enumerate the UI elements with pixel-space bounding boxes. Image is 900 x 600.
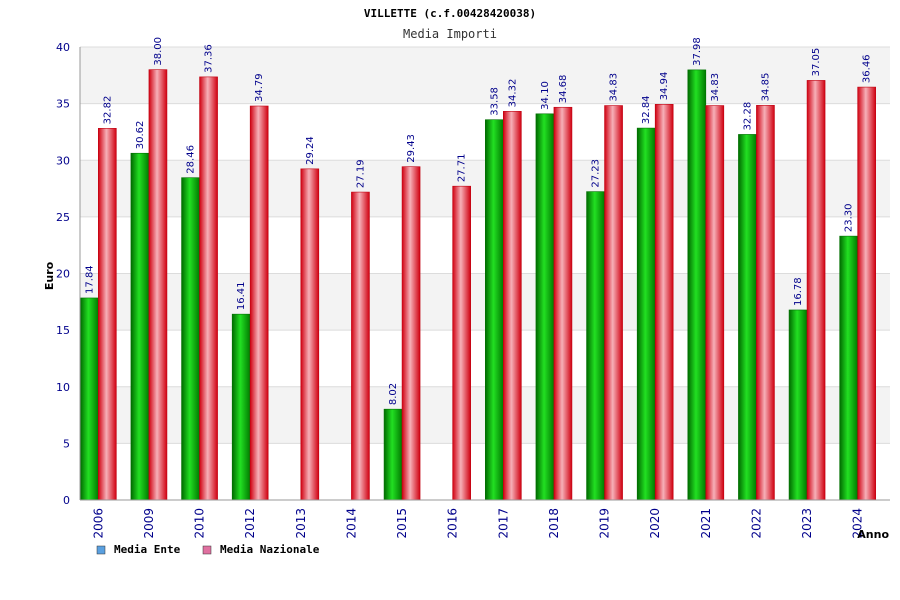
bar-media-nazionale (654, 104, 674, 501)
y-tick-label: 30 (56, 154, 70, 167)
data-label: 34.10 (540, 81, 551, 110)
x-axis-ticks: 2006 2009 2010 2012 2013 2014 2015 2016 2017 2018… (91, 508, 864, 539)
y-axis-label: Euro (43, 261, 56, 290)
y-tick-label: 20 (56, 268, 70, 281)
legend-label-media-nazionale: Media Nazionale (220, 543, 320, 556)
chart-subtitle: Media Importi (403, 27, 497, 41)
x-tick-label: 2013 (294, 508, 308, 539)
bar-media-nazionale (705, 105, 725, 501)
x-tick-label: 2022 (749, 508, 763, 539)
x-tick-label: 2015 (395, 508, 409, 539)
y-tick-label: 15 (56, 324, 70, 337)
bar-media-nazionale (148, 69, 168, 501)
data-label: 23.30 (844, 203, 855, 232)
bar-media-ente (788, 309, 808, 501)
bar-media-nazionale (806, 80, 826, 501)
legend: Media Ente Media Nazionale (96, 543, 320, 556)
y-axis-ticks: 0 5 10 15 20 25 30 35 40 (56, 41, 70, 507)
bar-media-ente (485, 119, 504, 501)
x-tick-label: 2021 (699, 508, 713, 539)
legend-swatch-media-ente (96, 545, 106, 555)
bar-media-ente (231, 313, 251, 501)
data-label: 27.71 (457, 154, 468, 183)
data-label: 36.46 (862, 54, 873, 83)
bar-media-ente (738, 134, 757, 501)
x-tick-label: 2019 (598, 508, 612, 539)
data-label: 38.00 (153, 37, 164, 66)
bar-media-nazionale (401, 166, 421, 501)
legend-swatch-media-nazionale (202, 545, 212, 555)
bar-media-nazionale (199, 76, 218, 501)
data-label: 29.24 (305, 136, 316, 165)
data-label: 27.19 (355, 159, 366, 188)
y-tick-label: 40 (56, 41, 70, 54)
x-tick-label: 2024 (851, 508, 865, 539)
bar-media-ente (181, 177, 200, 501)
data-label: 34.68 (558, 75, 569, 104)
y-tick-label: 5 (63, 437, 70, 450)
data-label: 37.98 (692, 37, 703, 66)
x-tick-label: 2020 (648, 508, 662, 539)
bar-media-nazionale (351, 191, 370, 501)
data-label: 17.84 (84, 265, 95, 294)
bar-media-nazionale (249, 105, 269, 501)
data-label: 8.02 (388, 383, 399, 405)
data-label: 34.79 (254, 73, 265, 102)
bar-media-nazionale (756, 105, 775, 501)
y-tick-label: 10 (56, 381, 70, 394)
bar-media-ente (687, 69, 707, 501)
bar-media-nazionale (452, 185, 471, 501)
data-label: 34.83 (710, 73, 721, 102)
data-label: 32.82 (102, 96, 113, 125)
x-tick-label: 2016 (446, 508, 460, 539)
data-label: 16.41 (236, 282, 247, 311)
data-label: 34.85 (760, 73, 771, 102)
data-labels: 17.84 32.82 30.62 38.00 28.46 37.36 16.41 34.79… (84, 37, 872, 405)
bar-media-ente (383, 408, 403, 501)
x-tick-label: 2018 (547, 508, 561, 539)
x-tick-label: 2012 (243, 508, 257, 539)
data-label: 37.05 (811, 48, 822, 77)
chart-title: VILLETTE (c.f.00428420038) (364, 7, 536, 20)
data-label: 16.78 (793, 277, 804, 306)
x-tick-label: 2010 (193, 508, 207, 539)
data-label: 34.83 (609, 73, 620, 102)
bar-media-ente (535, 113, 555, 501)
data-label: 30.62 (135, 121, 146, 150)
y-tick-label: 25 (56, 211, 70, 224)
data-label: 32.28 (742, 102, 753, 131)
bar-media-nazionale (857, 86, 876, 501)
bar-media-ente (636, 127, 656, 501)
y-tick-label: 35 (56, 98, 70, 111)
bar-media-nazionale (98, 128, 117, 501)
bar-media-nazionale (604, 105, 623, 501)
data-label: 29.43 (406, 134, 417, 163)
bar-media-ente (130, 152, 150, 501)
data-label: 27.23 (591, 159, 602, 188)
x-tick-label: 2006 (91, 508, 105, 539)
x-axis-label: Anno (857, 528, 889, 541)
y-tick-label: 0 (63, 494, 70, 507)
data-label: 37.36 (204, 44, 215, 73)
x-tick-label: 2014 (344, 508, 358, 539)
data-label: 32.84 (641, 95, 652, 124)
bars (80, 69, 876, 501)
x-tick-label: 2017 (496, 508, 510, 539)
bar-media-ente (586, 191, 605, 501)
x-tick-label: 2009 (142, 508, 156, 539)
bar-media-ente (839, 235, 858, 501)
data-label: 33.58 (489, 87, 500, 116)
x-tick-label: 2023 (800, 508, 814, 539)
bar-media-nazionale (300, 168, 320, 501)
bar-media-nazionale (553, 106, 573, 501)
bar-media-ente (80, 297, 99, 501)
bar-media-nazionale (503, 111, 522, 501)
data-label: 34.32 (507, 79, 518, 108)
data-label: 28.46 (186, 145, 197, 174)
legend-label-media-ente: Media Ente (114, 543, 181, 556)
data-label: 34.94 (659, 72, 670, 101)
